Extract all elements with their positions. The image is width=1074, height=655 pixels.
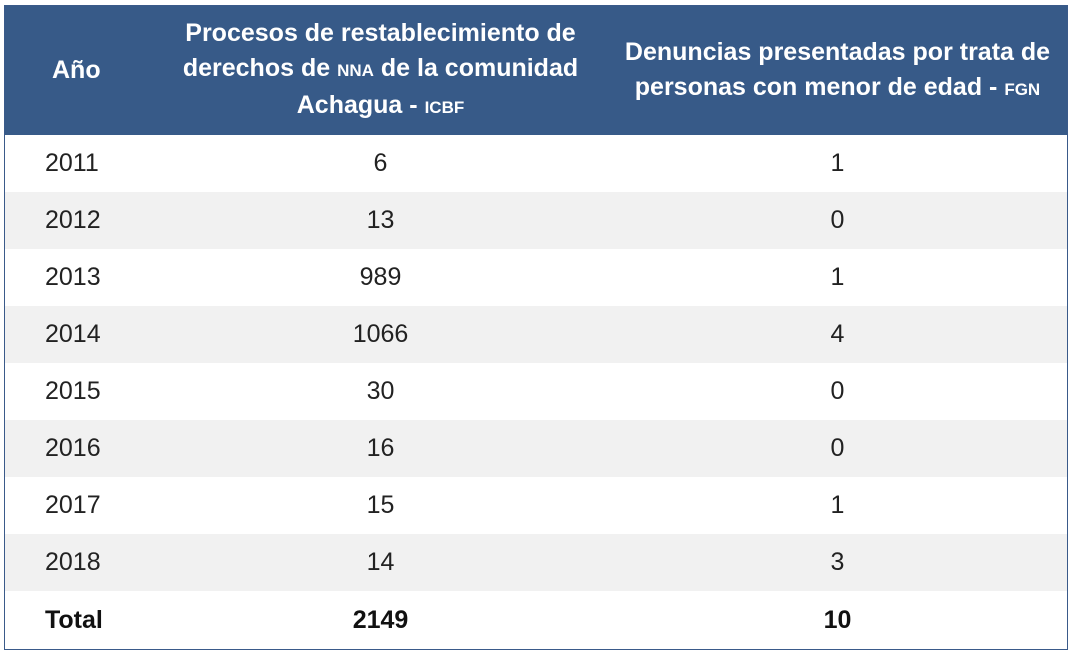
cell-icbf: 6 <box>373 149 388 177</box>
data-table: Año Procesos de restablecimiento de dere… <box>5 6 1067 649</box>
header-icbf-main: Procesos de restablecimiento de derechos… <box>182 19 576 82</box>
header-fgn-abbr: FGN <box>1004 79 1041 99</box>
header-year-label: Año <box>52 56 101 84</box>
cell-fgn: 0 <box>830 434 845 462</box>
cell-year: 2013 <box>45 263 101 291</box>
table-row: 2016 16 0 <box>5 420 1067 477</box>
cell-icbf: 989 <box>359 263 402 291</box>
header-icbf: Procesos de restablecimiento de derechos… <box>153 6 608 135</box>
cell-fgn: 0 <box>830 377 845 405</box>
table-row: 2013 989 1 <box>5 249 1067 306</box>
cell-icbf: 14 <box>366 548 395 576</box>
total-icbf: 2149 <box>352 605 409 634</box>
cell-year: 2015 <box>45 377 101 405</box>
cell-year: 2011 <box>45 149 99 177</box>
cell-icbf: 30 <box>366 377 395 405</box>
cell-year: 2016 <box>45 434 101 462</box>
table-row: 2012 13 0 <box>5 192 1067 249</box>
header-icbf-abbr-nna: NNA <box>337 61 374 80</box>
cell-fgn: 0 <box>830 206 845 234</box>
table-row: 2015 30 0 <box>5 363 1067 420</box>
cell-year: 2017 <box>45 491 101 519</box>
total-label: Total <box>45 605 103 634</box>
cell-year: 2014 <box>45 320 101 348</box>
cell-year: 2012 <box>45 206 101 234</box>
header-fgn-main: Denuncias presentadas por trata de perso… <box>624 37 1051 101</box>
data-table-container: Año Procesos de restablecimiento de dere… <box>4 5 1068 650</box>
cell-fgn: 4 <box>830 320 845 348</box>
cell-icbf: 1066 <box>352 320 409 348</box>
table-row: 2014 1066 4 <box>5 306 1067 363</box>
total-fgn: 10 <box>823 605 852 634</box>
cell-fgn: 1 <box>830 149 845 177</box>
cell-year: 2018 <box>45 548 101 576</box>
cell-icbf: 16 <box>366 434 395 462</box>
table-row: 2011 6 1 <box>5 135 1067 192</box>
cell-fgn: 3 <box>830 548 845 576</box>
cell-icbf: 15 <box>366 491 395 519</box>
header-year: Año <box>5 6 153 135</box>
table-header: Año Procesos de restablecimiento de dere… <box>5 6 1067 135</box>
cell-fgn: 1 <box>830 263 845 291</box>
table-body: 2011 6 1 2012 13 0 2013 989 1 2014 1066 … <box>5 135 1067 649</box>
table-row: 2018 14 3 <box>5 534 1067 591</box>
header-row: Año Procesos de restablecimiento de dere… <box>5 6 1067 135</box>
cell-icbf: 13 <box>366 206 395 234</box>
header-icbf-abbr-icbf: ICBF <box>424 98 465 117</box>
total-row: Total 2149 10 <box>5 591 1067 649</box>
header-icbf-mid: de la comunidad Achagua - <box>296 54 579 119</box>
table-row: 2017 15 1 <box>5 477 1067 534</box>
header-fgn: Denuncias presentadas por trata de perso… <box>608 6 1067 135</box>
cell-fgn: 1 <box>830 491 845 519</box>
